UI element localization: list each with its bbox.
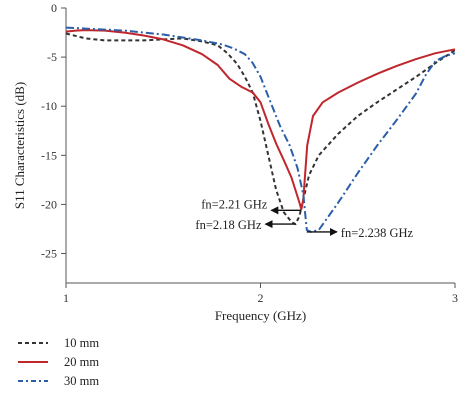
y-tick-label: -5 (47, 50, 57, 64)
y-tick-label: -20 (41, 197, 57, 211)
x-tick-label: 3 (452, 291, 458, 305)
x-axis-title: Frequency (GHz) (215, 308, 306, 323)
legend-label: 30 mm (64, 374, 99, 388)
y-tick-label: -15 (41, 148, 57, 162)
annotation-label: fn=2.21 GHz (201, 197, 268, 211)
annotation-label: fn=2.18 GHz (195, 218, 262, 232)
y-tick-label: -25 (41, 247, 57, 261)
series-line-1 (65, 32, 456, 226)
x-tick-label: 2 (258, 291, 264, 305)
y-tick-label: 0 (51, 1, 57, 15)
series-line-2 (65, 29, 456, 211)
x-tick-label: 1 (63, 291, 69, 305)
series-layer (65, 26, 456, 233)
legend-label: 10 mm (64, 336, 99, 350)
annotation-layer: fn=2.21 GHz fn=2.18 GHz fn=2.238 GHz (195, 197, 413, 240)
axes: 1 2 3 0 -5 -10 -15 -20 -25 (41, 1, 458, 305)
y-axis-title: S11 Characteristics (dB) (12, 82, 27, 209)
series-line-3 (65, 26, 456, 233)
annotation-label: fn=2.238 GHz (341, 226, 414, 240)
legend: 10 mm 20 mm 30 mm (18, 336, 99, 388)
y-tick-label: -10 (41, 99, 57, 113)
legend-label: 20 mm (64, 355, 99, 369)
